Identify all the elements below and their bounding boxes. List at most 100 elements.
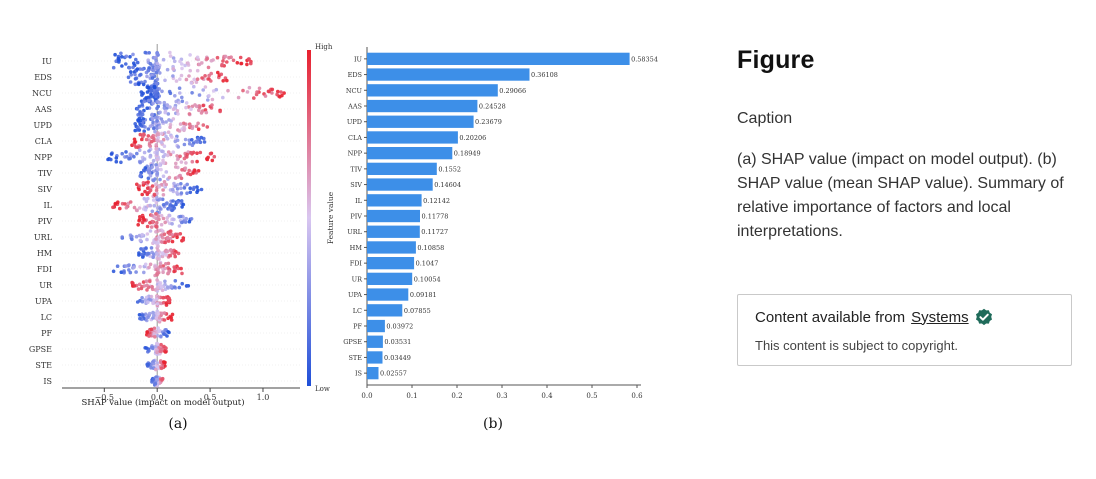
beeswarm-point: [154, 58, 158, 63]
beeswarm-point: [119, 160, 123, 165]
beeswarm-point: [166, 249, 170, 254]
beeswarm-point: [168, 152, 173, 157]
beeswarm-point: [137, 104, 142, 109]
beeswarm-point: [177, 224, 182, 228]
beeswarm-point: [133, 140, 138, 144]
beeswarm-point: [161, 193, 166, 197]
beeswarm-point: [132, 61, 136, 65]
beeswarm-point: [168, 50, 172, 55]
beeswarm-point: [182, 186, 187, 190]
check-badge-icon: [975, 308, 992, 326]
beeswarm-point: [278, 95, 282, 99]
beeswarm-point: [163, 240, 168, 245]
beeswarm-point: [187, 141, 192, 146]
beeswarm-point: [146, 176, 151, 181]
beeswarm-point: [174, 161, 178, 166]
bar: [367, 272, 413, 285]
beeswarm-point: [205, 125, 210, 129]
beeswarm-point: [190, 159, 195, 164]
beeswarm-point: [154, 297, 159, 301]
beeswarm-point: [171, 204, 175, 209]
beeswarm-point: [156, 132, 161, 137]
beeswarm-point: [201, 103, 205, 108]
y-tick-label: NPP: [34, 153, 52, 162]
beeswarm-point: [164, 262, 168, 266]
x-axis-label: SHAP value (impact on model output): [81, 397, 244, 408]
beeswarm-point: [140, 232, 144, 237]
bar: [367, 147, 453, 160]
y-tick-label: IS: [355, 370, 362, 378]
x-tick-label: 0.1: [406, 392, 417, 400]
beeswarm-point: [145, 186, 150, 190]
beeswarm-point: [172, 265, 176, 269]
content-source-link[interactable]: Systems: [911, 308, 969, 326]
y-tick-label: PF: [41, 329, 52, 338]
beeswarm-point: [148, 124, 153, 129]
beeswarm-point: [231, 58, 236, 63]
beeswarm-point: [135, 107, 140, 111]
y-tick-label: IU: [42, 57, 52, 66]
beeswarm-point: [199, 111, 204, 115]
beeswarm-point: [168, 54, 173, 58]
beeswarm-point: [157, 235, 161, 239]
beeswarm-point: [164, 301, 169, 305]
beeswarm-point: [142, 218, 147, 222]
beeswarm-point: [127, 66, 132, 70]
beeswarm-point: [192, 84, 196, 89]
beeswarm-point: [188, 172, 193, 177]
y-tick-label: UPD: [33, 121, 52, 130]
beeswarm-point: [140, 299, 145, 304]
beeswarm-point: [127, 268, 131, 272]
beeswarm-point: [235, 61, 240, 65]
beeswarm-point: [142, 133, 146, 137]
beeswarm-point: [229, 55, 233, 59]
colorbar: [307, 50, 311, 386]
beeswarm-point: [153, 382, 158, 386]
bar-value-label: 0.58354: [631, 55, 658, 63]
beeswarm-point: [159, 140, 164, 144]
panel-label-a: (a): [168, 416, 187, 432]
beeswarm-point: [141, 117, 145, 121]
beeswarm-point: [178, 214, 183, 219]
bar: [367, 115, 474, 128]
beeswarm-point: [170, 187, 175, 192]
beeswarm-point: [158, 206, 162, 211]
beeswarm-point: [156, 100, 161, 104]
beeswarm-point: [109, 152, 114, 156]
beeswarm-point: [151, 313, 156, 318]
beeswarm-point: [245, 62, 249, 67]
beeswarm-point: [144, 96, 148, 100]
bar-value-label: 0.09181: [410, 291, 437, 299]
beeswarm-point: [120, 235, 124, 239]
beeswarm-point: [187, 112, 192, 116]
beeswarm-point: [136, 223, 140, 227]
beeswarm-point: [173, 94, 177, 98]
content-source-prefix: Content available from: [755, 308, 906, 326]
beeswarm-point: [138, 132, 143, 137]
beeswarm-point: [161, 137, 166, 142]
beeswarm-point: [139, 124, 144, 128]
beeswarm-point: [157, 217, 161, 222]
beeswarm-point: [170, 135, 174, 139]
beeswarm-point: [149, 363, 153, 368]
x-tick-label: 0.5: [204, 393, 217, 402]
beeswarm-point: [173, 279, 178, 283]
beeswarm-point: [167, 269, 172, 274]
beeswarm-point: [176, 112, 180, 116]
beeswarm-point: [140, 192, 144, 197]
beeswarm-point: [159, 131, 164, 136]
beeswarm-point: [155, 273, 159, 277]
beeswarm-point: [166, 316, 170, 321]
beeswarm-point: [199, 187, 204, 192]
beeswarm-point: [160, 378, 164, 382]
beeswarm-point: [197, 62, 202, 67]
bar: [367, 257, 415, 270]
beeswarm-point: [130, 237, 134, 242]
y-tick-label: CLA: [348, 134, 362, 142]
beeswarm-point: [171, 150, 175, 154]
beeswarm-point: [157, 329, 162, 334]
beeswarm-point: [127, 263, 131, 267]
beeswarm-point: [124, 205, 129, 210]
beeswarm-point: [178, 59, 182, 64]
beeswarm-point: [134, 234, 139, 239]
